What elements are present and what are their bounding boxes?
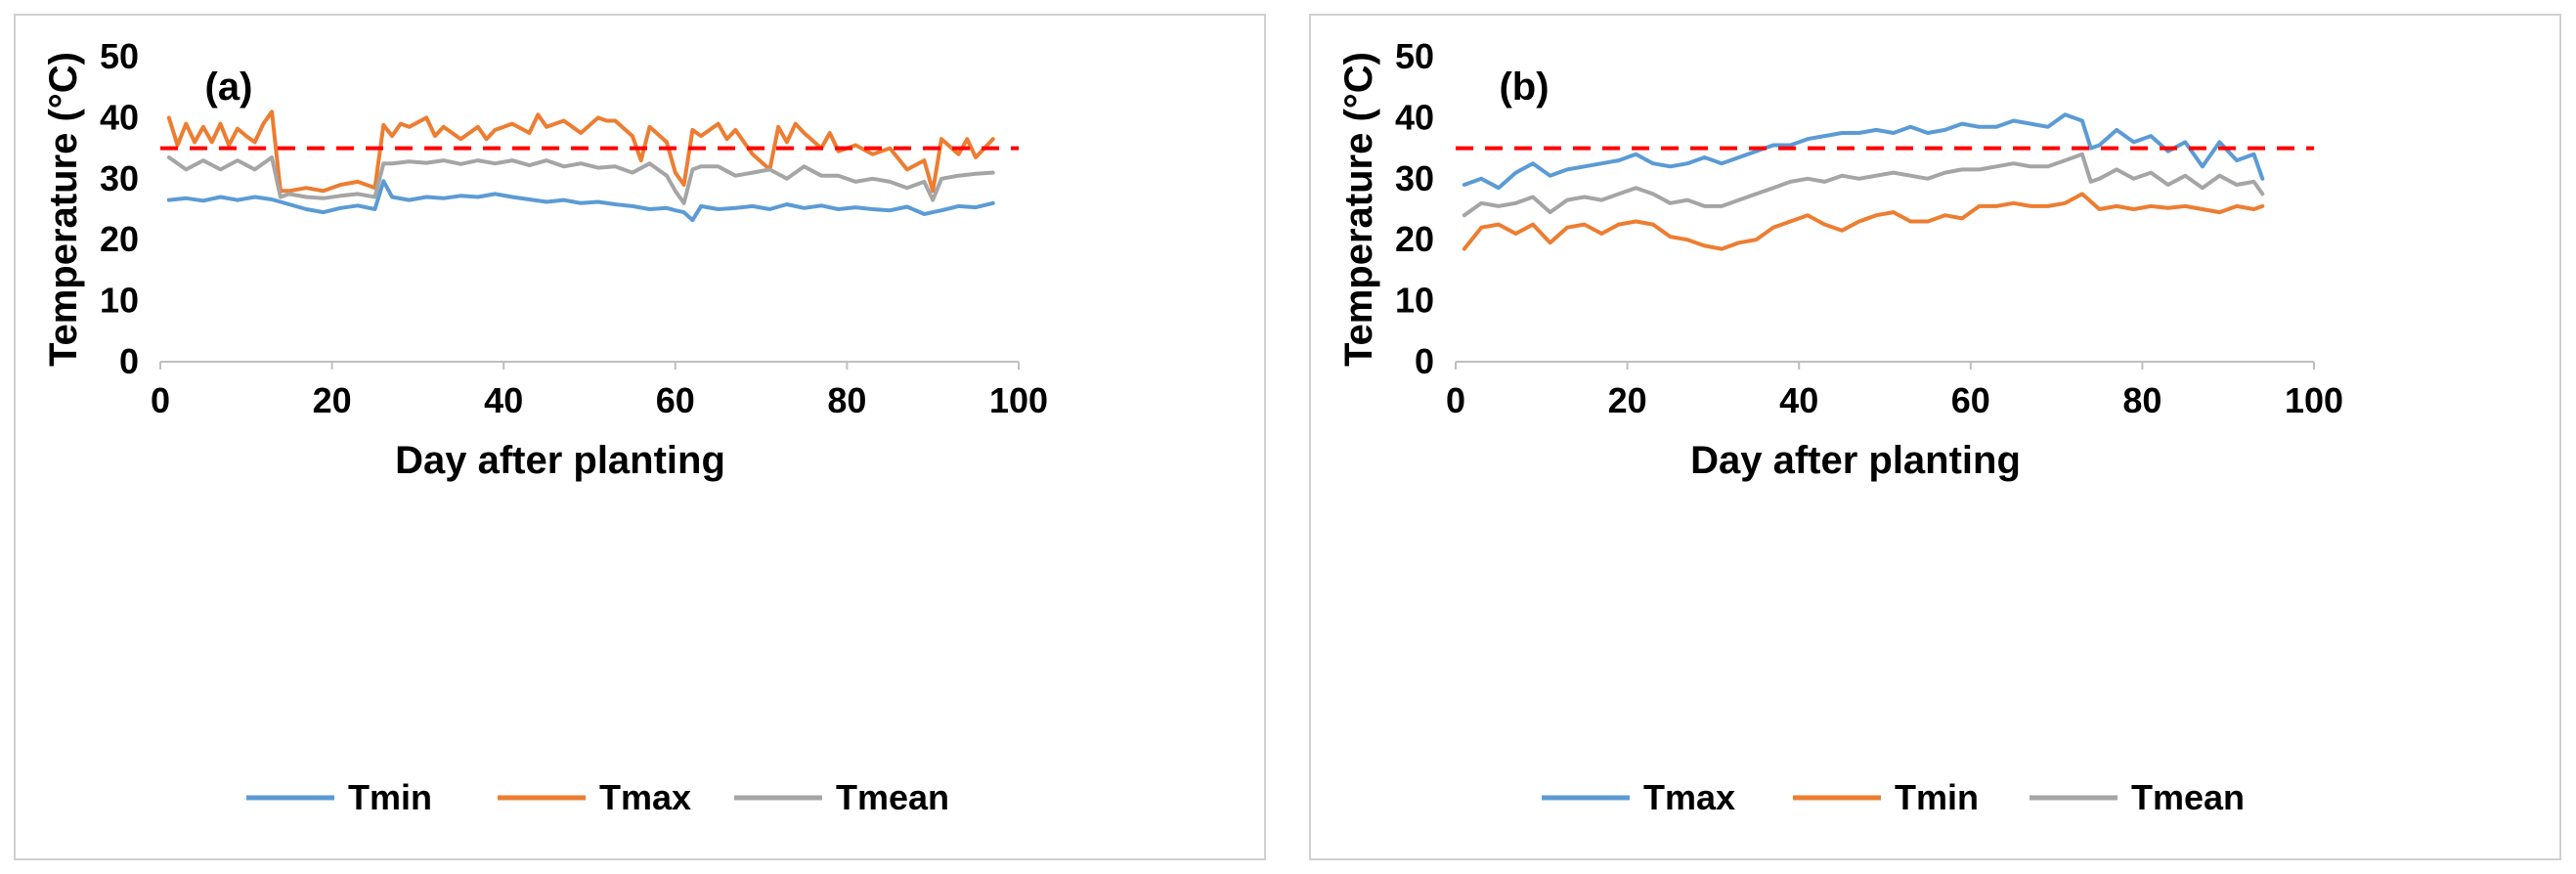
y-tick-label: 30 xyxy=(100,158,139,198)
x-tick-label: 80 xyxy=(827,380,866,420)
x-tick-label: 100 xyxy=(989,380,1048,420)
series-line-tmax xyxy=(166,109,995,194)
series-line-tmean xyxy=(1462,152,2265,218)
legend-label-tmin: Tmin xyxy=(348,777,432,817)
y-tick-label: 30 xyxy=(1395,158,1434,198)
legend-label-tmin: Tmin xyxy=(1895,777,1979,817)
y-axis-title: Temperature (°C) xyxy=(42,52,85,367)
y-axis-title: Temperature (°C) xyxy=(1337,52,1380,367)
x-tick-label: 100 xyxy=(2285,380,2343,420)
series-line-tmin xyxy=(166,179,995,223)
x-axis-title: Day after planting xyxy=(1690,439,2021,482)
chart-panel-a: 0 10 20 30 40 50 0 20 40 60 80 100 Day after plantin… xyxy=(14,14,1266,860)
x-tick-label: 0 xyxy=(1446,380,1465,420)
y-tick-label: 50 xyxy=(100,36,139,76)
y-tick-label: 50 xyxy=(1395,36,1434,76)
x-tick-label: 60 xyxy=(1951,380,1990,420)
x-axis-title: Day after planting xyxy=(395,439,725,482)
x-tick-label: 60 xyxy=(656,380,695,420)
y-tick-label: 10 xyxy=(1395,281,1434,321)
y-tick-label: 20 xyxy=(1395,219,1434,259)
panel-label: (b) xyxy=(1499,66,1549,109)
panel-label: (a) xyxy=(205,66,253,109)
series-line-tmin xyxy=(1462,192,2265,251)
x-tick-label: 20 xyxy=(313,380,352,420)
x-tick-label: 40 xyxy=(484,380,523,420)
y-tick-label: 40 xyxy=(100,97,139,137)
series-line-tmean xyxy=(166,155,995,205)
chart-b-svg: 0 10 20 30 40 50 0 20 40 60 80 100 Day after plantin… xyxy=(1337,36,2343,817)
chart-panel-b: 0 10 20 30 40 50 0 20 40 60 80 100 Day after plantin… xyxy=(1309,14,2561,860)
x-tick-label: 20 xyxy=(1608,380,1647,420)
legend-label-tmax: Tmax xyxy=(1643,777,1735,817)
legend-label-tmean: Tmean xyxy=(836,777,949,817)
legend-label-tmean: Tmean xyxy=(2131,777,2245,817)
series-line-tmax xyxy=(1462,112,2265,191)
x-tick-label: 40 xyxy=(1779,380,1818,420)
y-tick-label: 40 xyxy=(1395,97,1434,137)
x-tick-label: 0 xyxy=(151,380,170,420)
chart-a-svg: 0 10 20 30 40 50 0 20 40 60 80 100 Day after plantin… xyxy=(42,36,1048,817)
y-tick-label: 10 xyxy=(100,281,139,321)
y-tick-label: 0 xyxy=(119,341,139,381)
x-tick-label: 80 xyxy=(2122,380,2161,420)
legend-label-tmax: Tmax xyxy=(599,777,691,817)
y-tick-label: 0 xyxy=(1415,341,1434,381)
y-tick-label: 20 xyxy=(100,219,139,259)
